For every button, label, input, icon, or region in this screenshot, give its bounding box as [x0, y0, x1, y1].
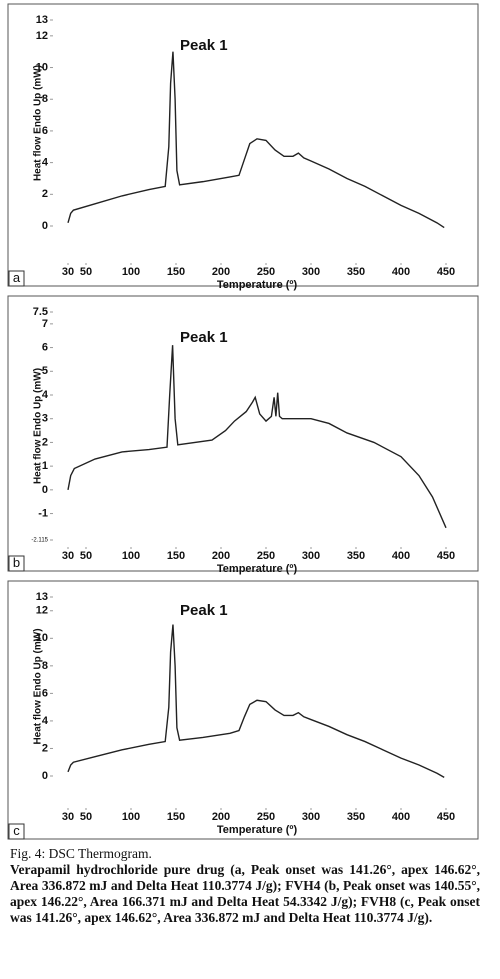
x-tick-label: 50 — [80, 550, 92, 562]
x-tick-label: 200 — [212, 266, 230, 278]
y-tick-label: 6 — [42, 341, 48, 353]
y-tick-label: 6 — [42, 687, 48, 699]
y-tick-label: 8 — [42, 660, 48, 672]
x-tick-label: 150 — [167, 266, 185, 278]
chart: a 0 2 4 6 8 10 12 13 30 50 100 150 200 250 300 350 400 450… — [7, 3, 479, 291]
x-tick-label: 200 — [212, 811, 230, 823]
y-tick-label: 4 — [42, 157, 49, 169]
data-line — [67, 624, 445, 778]
y-tick-label: 5 — [42, 365, 48, 377]
y-tick-label: 3 — [42, 413, 48, 425]
panel-frame — [7, 3, 479, 287]
x-axis-title: Temperature (º) — [217, 279, 298, 291]
chart: c 0 2 4 6 8 10 12 13 30 50 100 150 200 250 300 350 400 450… — [7, 580, 479, 840]
y-axis-title: Heat flow Endo Up (mW) — [33, 628, 44, 744]
x-tick-label: 350 — [347, 550, 365, 562]
panel-label: b — [13, 555, 20, 570]
x-tick-label: 400 — [392, 811, 410, 823]
x-tick-label: 150 — [167, 550, 185, 562]
x-tick-label: 30 — [62, 550, 74, 562]
x-tick-label: 50 — [80, 266, 92, 278]
x-tick-label: 450 — [437, 550, 455, 562]
y-axis-title: Heat flow Endo Up (mW) — [33, 65, 44, 181]
y-tick-label: 13 — [36, 14, 48, 26]
y-tick-label: 0 — [42, 484, 48, 496]
x-tick-label: 30 — [62, 266, 74, 278]
x-tick-label: 30 — [62, 811, 74, 823]
caption-text: Verapamil hydrochloride pure drug (a, Pe… — [10, 862, 480, 925]
x-tick-label: 300 — [302, 811, 320, 823]
annotation: Peak 1 — [180, 329, 228, 346]
y-tick-label: 7.5 — [33, 306, 48, 318]
y-tick-label: 0 — [42, 770, 48, 782]
data-line — [67, 51, 445, 229]
x-axis-title: Temperature (º) — [217, 824, 298, 836]
panel-label-box — [8, 555, 25, 572]
x-tick-label: 150 — [167, 811, 185, 823]
y-tick-label: 1 — [42, 460, 48, 472]
x-tick-label: 400 — [392, 266, 410, 278]
x-tick-label: 300 — [302, 266, 320, 278]
x-tick-label: 100 — [122, 266, 140, 278]
y-tick-label: 8 — [42, 93, 48, 105]
y-tick-label: 4 — [42, 389, 49, 401]
chart: b -2.115 -1 0 1 2 3 4 5 6 77.5 30 50 100 150 200 250 300 3… — [7, 295, 479, 575]
y-tick-label: 10 — [36, 61, 48, 73]
caption-title: Fig. 4: DSC Thermogram. — [10, 846, 152, 861]
panel-label-box — [8, 823, 25, 840]
y-tick-label: 6 — [42, 125, 48, 137]
x-tick-label: 200 — [212, 550, 230, 562]
y-tick-label: 4 — [42, 715, 49, 727]
x-tick-label: 350 — [347, 811, 365, 823]
x-tick-label: 250 — [257, 550, 275, 562]
y-tick-label: 12 — [36, 605, 48, 617]
x-tick-label: 250 — [257, 811, 275, 823]
y-tick-label: 12 — [36, 30, 48, 42]
x-tick-label: 250 — [257, 266, 275, 278]
x-axis-title: Temperature (º) — [217, 563, 298, 575]
panel-frame — [7, 580, 479, 840]
y-tick-label: 2 — [42, 436, 48, 448]
panel-frame — [7, 295, 479, 572]
panel-label-box — [8, 270, 25, 287]
x-tick-label: 400 — [392, 550, 410, 562]
data-line — [67, 345, 447, 529]
y-tick-label: -2.115 — [31, 538, 48, 544]
annotation: Peak 1 — [180, 37, 228, 54]
x-tick-label: 300 — [302, 550, 320, 562]
y-tick-label: -1 — [38, 507, 48, 519]
x-tick-label: 350 — [347, 266, 365, 278]
x-tick-label: 100 — [122, 550, 140, 562]
y-axis-title: Heat flow Endo Up (mW) — [33, 368, 44, 484]
x-tick-label: 50 — [80, 811, 92, 823]
panel-label: a — [13, 270, 21, 285]
y-tick-label: 2 — [42, 742, 48, 754]
y-tick-label: 2 — [42, 188, 48, 200]
y-tick-label: 7 — [42, 318, 48, 330]
annotation: Peak 1 — [180, 602, 228, 619]
x-tick-label: 450 — [437, 266, 455, 278]
y-tick-label: 0 — [42, 220, 48, 232]
caption: Fig. 4: DSC Thermogram. Verapamil hydroc… — [10, 846, 480, 926]
figure: a 0 2 4 6 8 10 12 13 30 50 100 150 200 250 300 350 400 450… — [7, 3, 479, 840]
panel-label: c — [13, 823, 20, 838]
y-tick-label: 10 — [36, 632, 48, 644]
x-tick-label: 450 — [437, 811, 455, 823]
y-tick-label: 13 — [36, 591, 48, 603]
x-tick-label: 100 — [122, 811, 140, 823]
